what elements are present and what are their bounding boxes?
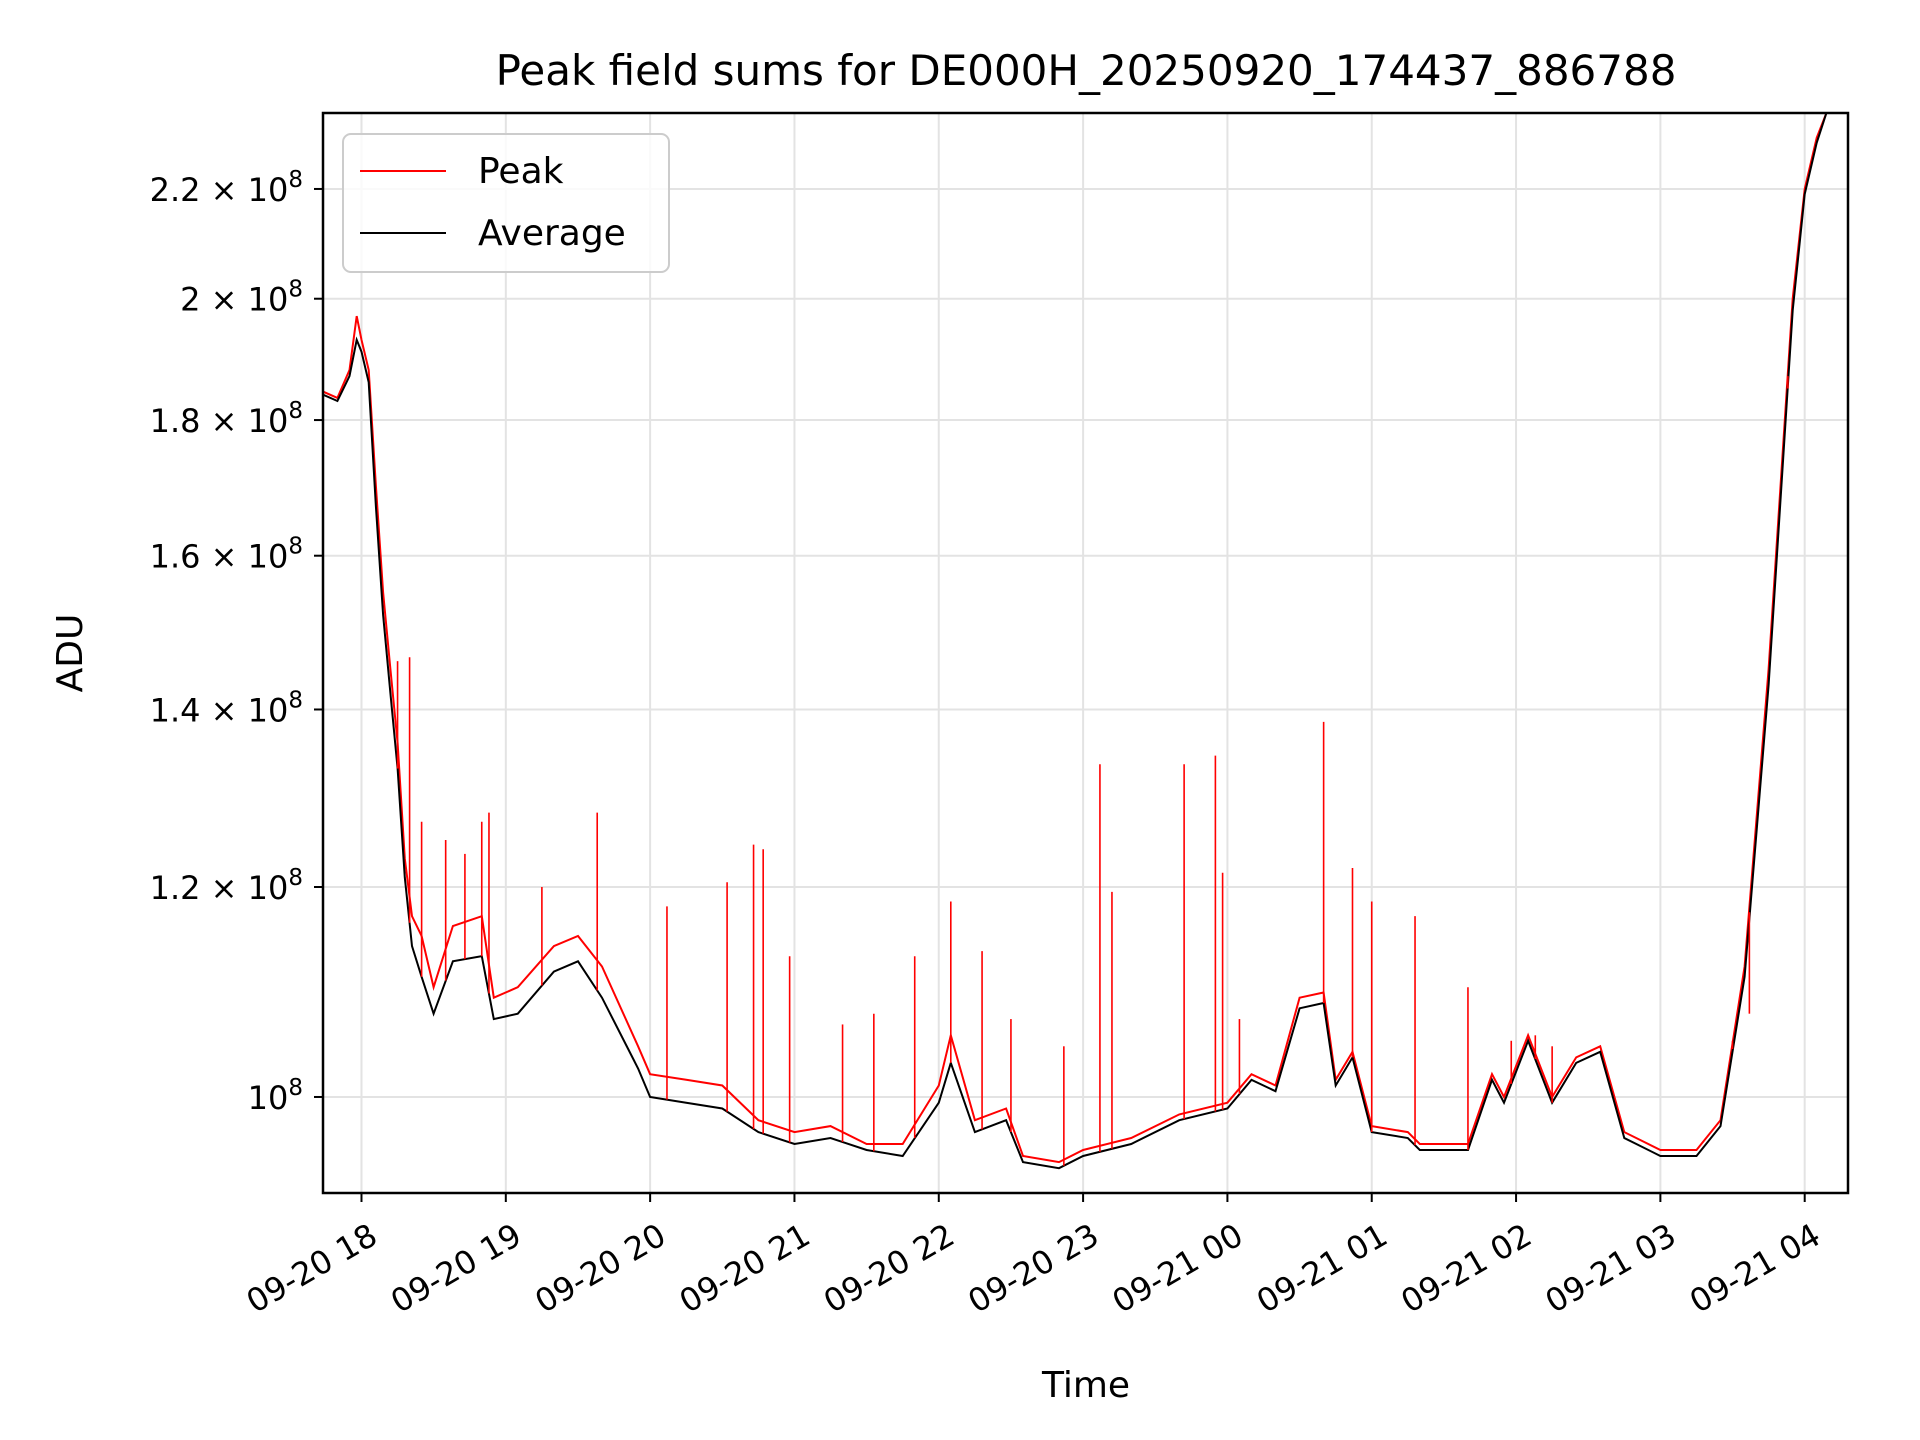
y-tick-label: 2.2 × 108 [150, 167, 303, 209]
y-tick-label: 1.8 × 108 [150, 398, 303, 440]
legend-label-average: Average [478, 213, 626, 254]
series-line-average [323, 113, 1828, 1170]
chart-title: Peak field sums for DE000H_20250920_1744… [496, 46, 1677, 95]
series-line-peak [323, 113, 1828, 1164]
y-tick-label: 1.4 × 108 [150, 687, 303, 729]
legend: Peak Average [342, 133, 670, 273]
series-layer [323, 113, 1828, 1170]
y-tick-label: 108 [248, 1075, 303, 1117]
y-tick-label: 2 × 108 [180, 277, 303, 319]
grid [323, 113, 1848, 1193]
x-axis-label: Time [1041, 1365, 1130, 1406]
plot-area [323, 113, 1828, 1170]
legend-label-peak: Peak [478, 151, 564, 192]
y-tick-label: 1.2 × 108 [150, 865, 303, 907]
y-axis-label: ADU [50, 614, 91, 693]
legend-box [342, 133, 670, 273]
y-tick-label: 1.6 × 108 [150, 534, 303, 576]
plot-frame [321, 111, 1850, 1195]
